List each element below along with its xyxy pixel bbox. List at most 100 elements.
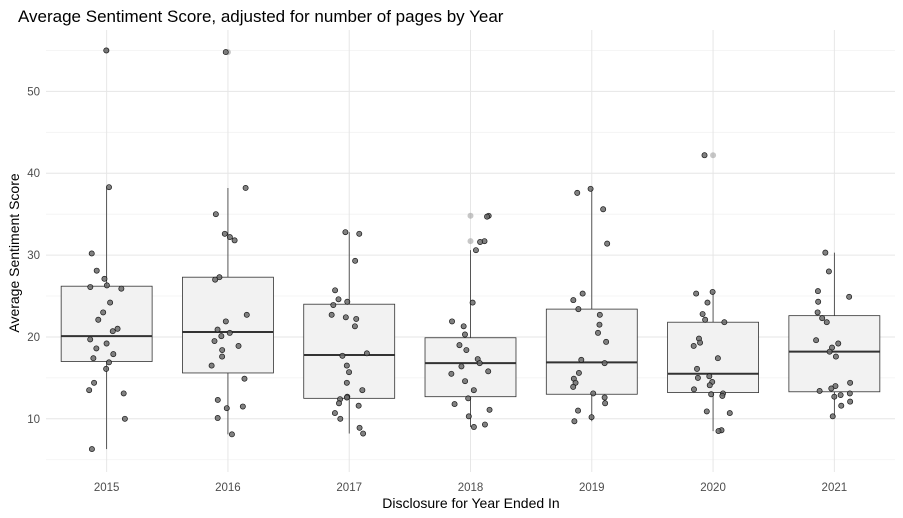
- data-point: [456, 342, 463, 349]
- data-point: [118, 285, 125, 292]
- chart-title: Average Sentiment Score, adjusted for nu…: [18, 7, 504, 26]
- data-point: [835, 340, 842, 347]
- iqr-box: [788, 315, 881, 393]
- data-point: [359, 387, 366, 394]
- data-point: [708, 391, 715, 398]
- data-point: [579, 290, 586, 297]
- data-point: [815, 298, 822, 305]
- data-point: [219, 353, 226, 360]
- data-point: [588, 414, 595, 421]
- data-point: [214, 397, 221, 403]
- data-point: [356, 230, 363, 237]
- data-point: [239, 403, 246, 410]
- y-tick-label: 40: [27, 168, 40, 180]
- data-point: [701, 152, 708, 159]
- data-point: [339, 352, 346, 359]
- x-tick-label: 2015: [94, 482, 120, 494]
- x-tick-label: 2020: [700, 482, 726, 494]
- x-tick-label: 2017: [336, 482, 362, 494]
- data-point: [570, 297, 577, 304]
- data-point: [704, 299, 711, 306]
- y-axis-ticks: 10 20 30 40 50: [27, 86, 40, 425]
- data-point: [242, 185, 249, 191]
- data-point: [121, 415, 128, 422]
- data-point: [463, 347, 470, 353]
- data-point: [342, 229, 349, 236]
- data-point: [219, 347, 226, 353]
- points-2019: [570, 185, 611, 425]
- data-point: [226, 234, 233, 241]
- data-point: [596, 311, 603, 318]
- box-2016: [182, 49, 274, 435]
- data-point: [331, 410, 338, 417]
- data-point: [363, 350, 370, 357]
- data-point: [211, 338, 218, 344]
- data-point: [819, 315, 826, 322]
- outlier-point: [467, 238, 474, 245]
- data-point: [448, 370, 455, 377]
- data-point: [352, 257, 359, 264]
- data-point: [838, 402, 845, 409]
- data-point: [100, 309, 107, 316]
- points-2017: [328, 229, 370, 437]
- data-point: [451, 401, 458, 408]
- data-point: [216, 274, 223, 281]
- data-point: [214, 415, 221, 421]
- iqr-box: [182, 276, 274, 374]
- plot-marks: [60, 47, 881, 453]
- points-2016: [208, 49, 250, 438]
- data-point: [235, 342, 242, 349]
- data-point: [846, 293, 853, 300]
- data-point: [604, 240, 611, 247]
- data-point: [814, 309, 821, 316]
- data-point: [106, 359, 112, 366]
- data-point: [337, 415, 344, 422]
- data-point: [93, 267, 100, 274]
- data-point: [706, 382, 713, 389]
- data-point: [476, 360, 483, 367]
- data-point: [228, 431, 235, 438]
- data-point: [571, 418, 578, 425]
- data-point: [346, 369, 353, 376]
- data-point: [697, 339, 704, 346]
- data-point: [823, 319, 830, 326]
- data-point: [575, 306, 582, 313]
- points-2020: [690, 152, 733, 435]
- data-point: [575, 407, 581, 414]
- data-point: [481, 421, 488, 428]
- data-point: [87, 336, 94, 343]
- outlier-point: [710, 152, 717, 159]
- data-point: [231, 237, 238, 244]
- y-axis-title: Average Sentiment Score: [6, 173, 22, 332]
- data-point: [691, 386, 697, 393]
- data-point: [469, 299, 476, 306]
- data-point: [601, 394, 608, 401]
- data-point: [343, 362, 350, 369]
- data-point: [335, 296, 342, 303]
- data-point: [477, 239, 484, 245]
- points-2018: [448, 212, 493, 430]
- data-point: [343, 379, 350, 386]
- data-point: [103, 282, 110, 289]
- y-tick-label: 10: [27, 414, 40, 426]
- data-point: [95, 316, 102, 323]
- data-point: [90, 355, 97, 362]
- data-point: [690, 342, 697, 349]
- data-point: [218, 333, 225, 340]
- data-point: [726, 410, 733, 417]
- data-point: [344, 298, 351, 305]
- data-point: [719, 392, 726, 399]
- data-point: [847, 379, 854, 386]
- data-point: [355, 402, 362, 409]
- data-point: [462, 378, 469, 385]
- data-point: [570, 383, 577, 390]
- data-point: [103, 365, 110, 372]
- data-point: [832, 353, 839, 360]
- data-point: [595, 329, 601, 336]
- box-2018: [424, 212, 517, 427]
- x-tick-label: 2018: [458, 482, 484, 494]
- data-point: [694, 365, 700, 372]
- data-point: [449, 318, 455, 325]
- data-point: [241, 375, 248, 382]
